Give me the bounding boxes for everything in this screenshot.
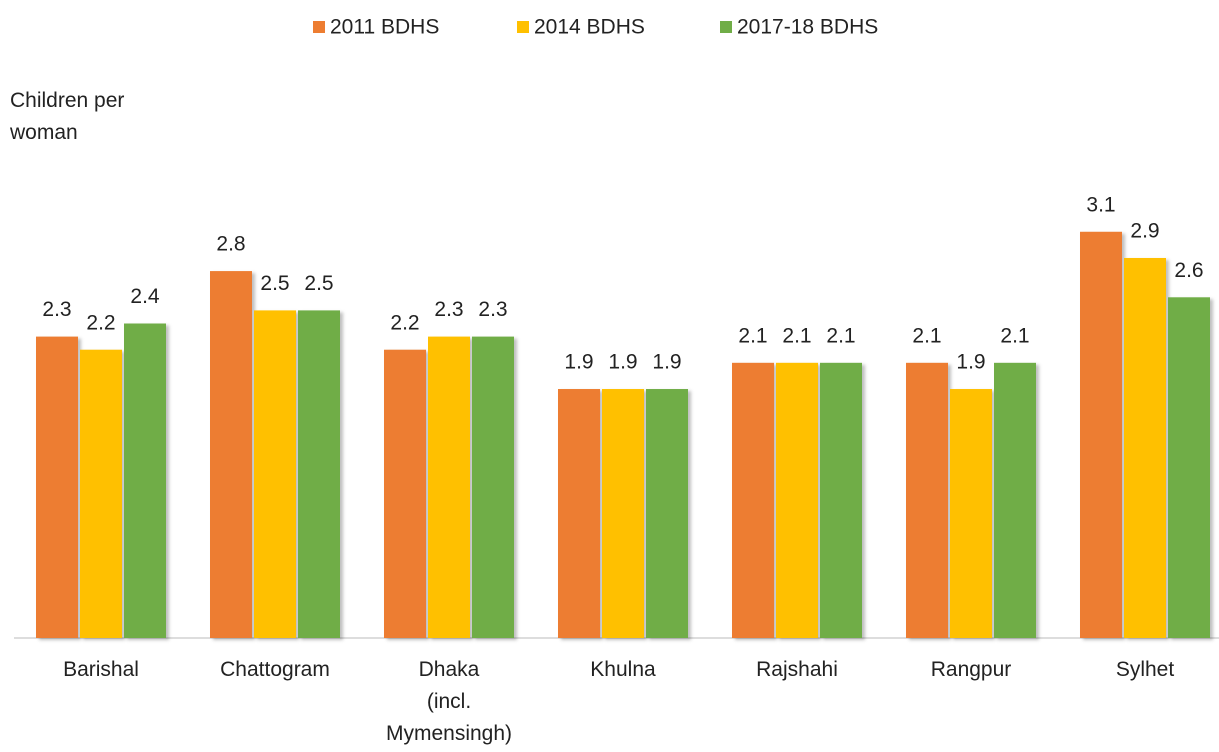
x-tick-label: Rajshahi (756, 658, 838, 681)
bar (906, 362, 948, 638)
value-label: 2.6 (1174, 259, 1203, 282)
x-tick-label: Dhaka (incl. Mymensingh) (386, 658, 512, 745)
bar (1124, 257, 1166, 638)
value-label: 2.4 (130, 285, 160, 308)
bar (558, 389, 600, 638)
bar (298, 310, 340, 638)
bar (646, 389, 688, 638)
legend-swatch (313, 21, 325, 33)
bar (36, 336, 78, 638)
value-label: 1.9 (608, 351, 637, 374)
value-label: 1.9 (652, 351, 681, 374)
bar (602, 389, 644, 638)
legend-label: 2014 BDHS (534, 16, 645, 39)
y-axis-title: Children per woman (9, 89, 124, 144)
bar (472, 336, 514, 638)
x-tick-label: Chattogram (220, 658, 330, 681)
x-tick-label: Khulna (590, 658, 656, 681)
bar (994, 362, 1036, 638)
value-label: 2.5 (304, 272, 333, 295)
legend-swatch (517, 21, 529, 33)
bar (254, 310, 296, 638)
legend-label: 2017-18 BDHS (737, 16, 878, 39)
value-label: 2.3 (434, 298, 463, 321)
value-label: 2.2 (86, 311, 115, 334)
bar (1080, 231, 1122, 639)
bar (820, 362, 862, 638)
legend-label: 2011 BDHS (330, 16, 439, 39)
bar (776, 362, 818, 638)
bar (210, 271, 252, 638)
x-tick-label: Sylhet (1116, 658, 1175, 681)
value-label: 2.2 (390, 311, 419, 334)
value-label: 1.9 (956, 351, 985, 374)
value-label: 2.9 (1130, 220, 1159, 243)
value-label: 3.1 (1086, 193, 1115, 216)
value-label: 2.1 (782, 324, 811, 347)
bar (80, 349, 122, 638)
legend-swatch (720, 21, 732, 33)
x-tick-label: Barishal (63, 658, 139, 681)
value-label: 2.1 (912, 324, 941, 347)
bar (1168, 297, 1210, 638)
x-tick-label: Rangpur (931, 658, 1012, 681)
value-label: 2.8 (216, 233, 245, 256)
value-label: 1.9 (564, 351, 593, 374)
bar (384, 349, 426, 638)
value-label: 2.3 (42, 298, 71, 321)
value-label: 2.1 (826, 324, 855, 347)
value-label: 2.1 (1000, 324, 1029, 347)
bar (732, 362, 774, 638)
bar (124, 323, 166, 638)
bar (428, 336, 470, 638)
value-label: 2.3 (478, 298, 507, 321)
bar (950, 389, 992, 638)
value-label: 2.1 (738, 324, 767, 347)
value-label: 2.5 (260, 272, 289, 295)
